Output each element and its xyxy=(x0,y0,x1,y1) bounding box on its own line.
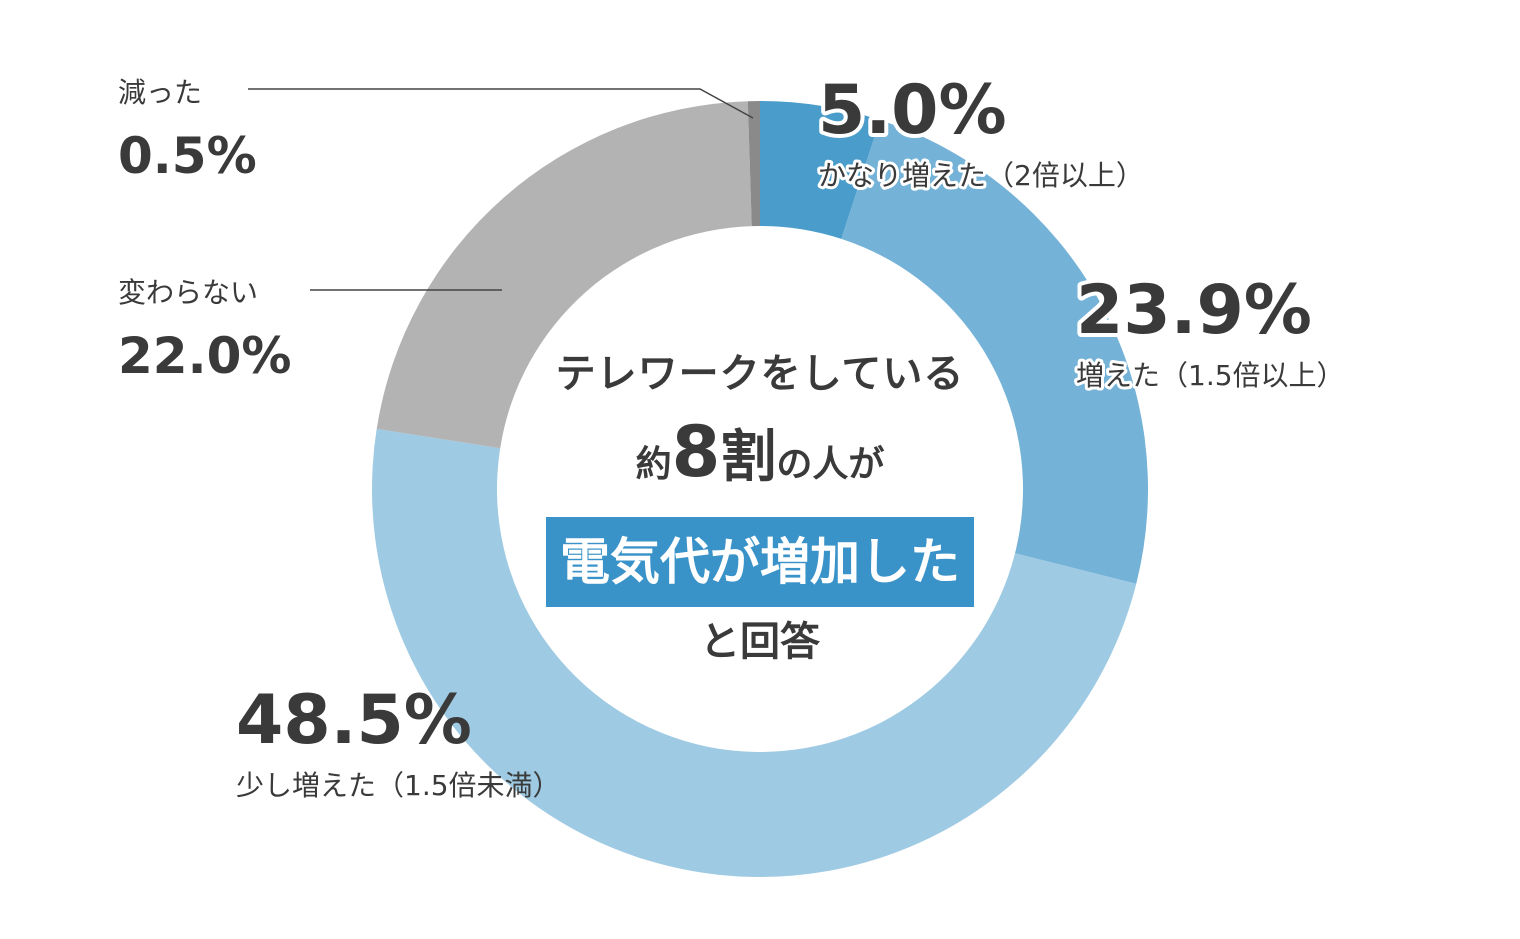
center-unit: 割 xyxy=(720,425,777,490)
center-prefix: 約 xyxy=(635,444,672,485)
center-line4: と回答 xyxy=(700,619,820,665)
slice-category-label-3: 少し増えた（1.5倍未満） xyxy=(236,769,561,802)
slice-category-label-1: かなり増えた（2倍以上） xyxy=(818,159,1144,192)
slice-value-label-5: 0.5% xyxy=(118,127,257,185)
donut-slice-2 xyxy=(841,120,1148,584)
slice-value-label-1: 5.0% xyxy=(818,71,1007,150)
center-line2: 約8割の人が xyxy=(500,416,1020,507)
donut-slice-3 xyxy=(371,428,1137,878)
donut-slice-1 xyxy=(760,101,881,239)
center-message: テレワークをしている 約8割の人が 電気代が増加した と回答 xyxy=(500,350,1020,667)
donut-slice-5 xyxy=(747,101,760,227)
center-highlight: 電気代が増加した xyxy=(546,517,974,607)
slice-value-label-3: 48.5% xyxy=(236,681,472,760)
slice-value-label-4: 22.0% xyxy=(118,327,291,385)
slice-value-label-2: 23.9% xyxy=(1076,271,1312,350)
slice-category-label-5: 減った xyxy=(118,76,202,109)
slice-category-label-2: 増えた（1.5倍以上） xyxy=(1076,359,1345,392)
center-line1: テレワークをしている xyxy=(555,351,965,397)
leader-line-5 xyxy=(248,88,754,119)
donut-slice-4 xyxy=(376,101,752,449)
center-suffix: の人が xyxy=(776,444,885,485)
slice-category-label-4: 変わらない xyxy=(118,276,258,309)
center-number: 8 xyxy=(671,411,721,493)
